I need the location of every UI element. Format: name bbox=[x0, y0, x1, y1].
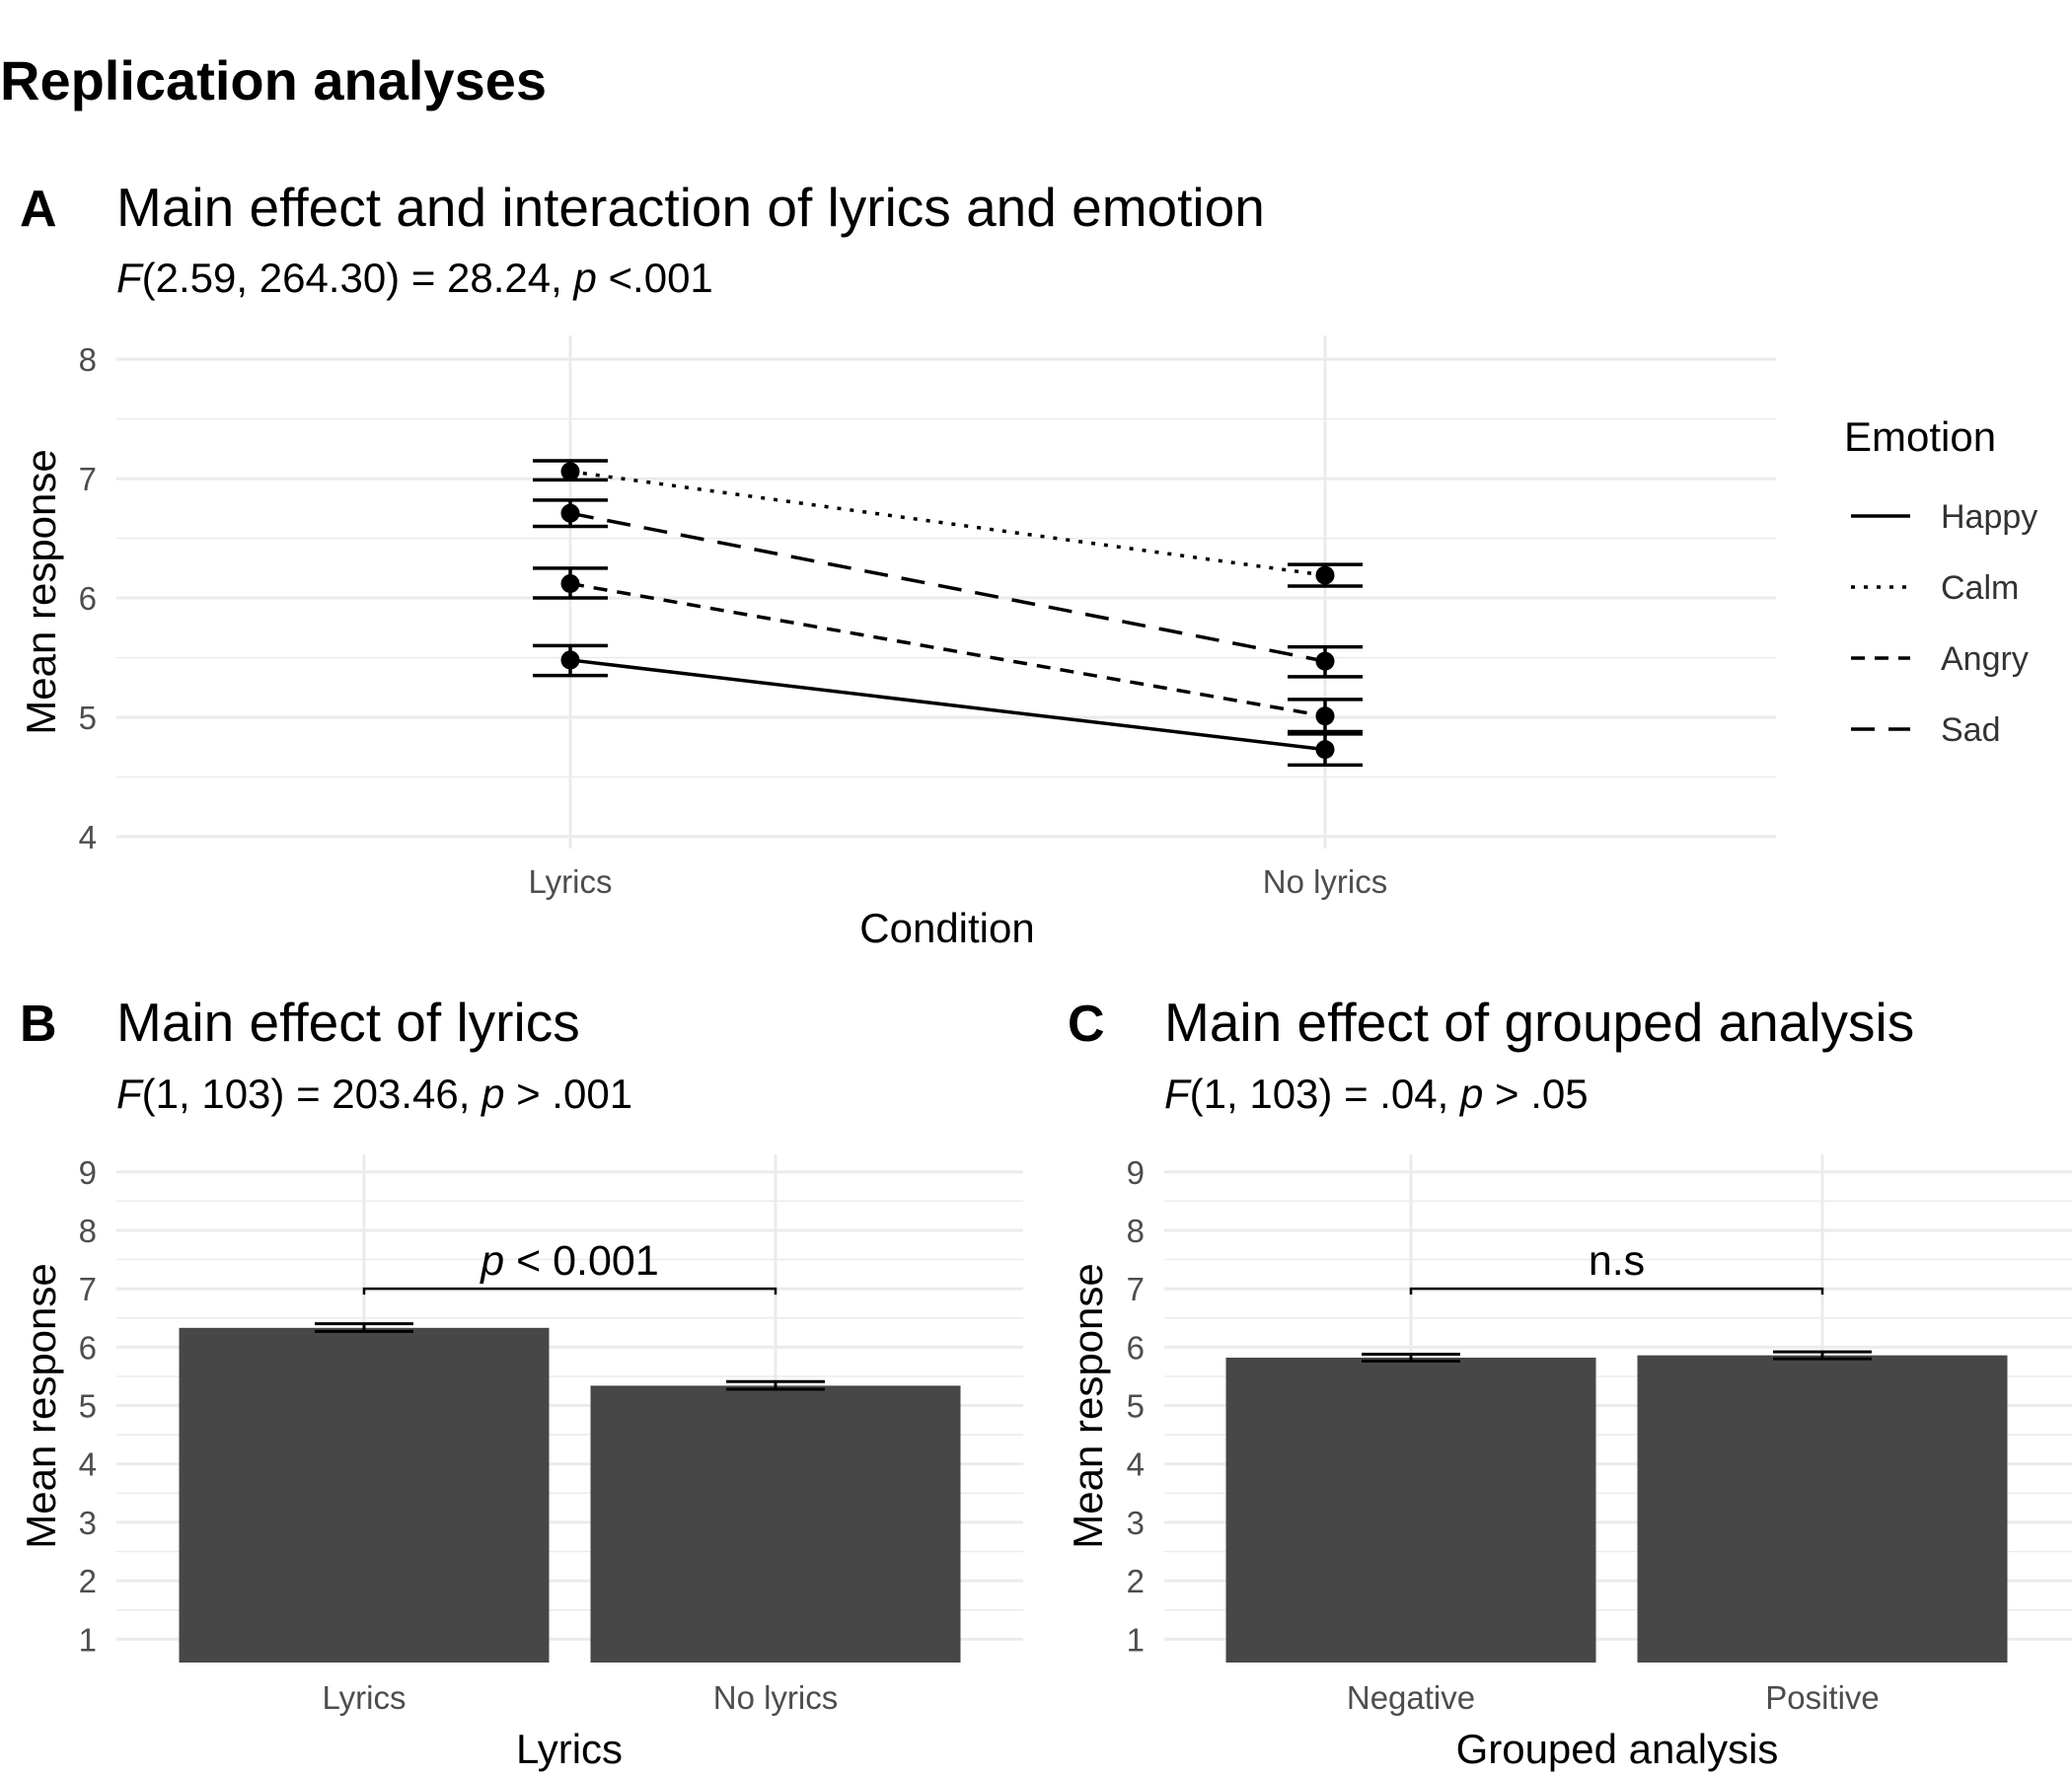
bar bbox=[1637, 1355, 2008, 1663]
y-tick-label: 3 bbox=[1127, 1505, 1145, 1541]
panel-b-subtitle-rest: (1, 103) = 203.46, bbox=[142, 1071, 481, 1117]
y-tick-label: 6 bbox=[79, 580, 97, 617]
data-point-sad bbox=[1315, 651, 1335, 671]
panel-b-subtitle-p: p bbox=[480, 1071, 504, 1117]
panel-c: C Main effect of grouped analysis F(1, 1… bbox=[1065, 992, 2072, 1772]
panel-c-ylabel: Mean response bbox=[1065, 1263, 1111, 1549]
y-tick-label: 6 bbox=[1127, 1329, 1145, 1366]
data-point-sad bbox=[560, 503, 580, 523]
legend-label-sad: Sad bbox=[1941, 711, 2001, 749]
panel-c-xlabel: Grouped analysis bbox=[1456, 1726, 1779, 1772]
y-tick-label: 7 bbox=[1127, 1271, 1145, 1307]
y-tick-label: 6 bbox=[79, 1329, 97, 1366]
y-tick-label: 4 bbox=[1127, 1446, 1145, 1483]
x-tick-label: Negative bbox=[1347, 1679, 1475, 1716]
legend-title: Emotion bbox=[1844, 413, 1996, 460]
y-tick-label: 2 bbox=[1127, 1563, 1145, 1599]
panel-c-title: Main effect of grouped analysis bbox=[1164, 992, 1914, 1053]
panel-b-ylabel: Mean response bbox=[18, 1263, 64, 1549]
panel-a-subtitle-rest: (2.59, 264.30) = 28.24, bbox=[142, 255, 574, 301]
y-tick-label: 9 bbox=[1127, 1154, 1145, 1191]
y-tick-label: 5 bbox=[79, 1388, 97, 1425]
legend-label-happy: Happy bbox=[1941, 498, 2037, 536]
panel-b-plot: 1 2 3 4 5 6 7 8 9 Lyrics No lyrics p < 0.001 bbox=[79, 1154, 1023, 1716]
panel-c-subtitle-rest: (1, 103) = .04, bbox=[1190, 1071, 1460, 1117]
panel-a-legend: Emotion Happy Calm Angry Sad bbox=[1844, 413, 2037, 749]
legend-label-angry: Angry bbox=[1941, 640, 2029, 678]
panel-b-tag: B bbox=[20, 996, 57, 1053]
series-line-angry bbox=[569, 581, 1326, 718]
panel-c-subtitle: F(1, 103) = .04, p > .05 bbox=[1164, 1071, 1589, 1117]
panel-a-ylabel: Mean response bbox=[18, 449, 64, 735]
y-tick-label: 5 bbox=[79, 700, 97, 736]
series-line-happy bbox=[569, 658, 1326, 752]
y-tick-label: 8 bbox=[79, 341, 97, 378]
panel-a-subtitle-p: p bbox=[571, 255, 596, 301]
data-point-happy bbox=[1315, 740, 1335, 760]
series-line-calm bbox=[569, 470, 1326, 577]
significance-label: n.s bbox=[1589, 1237, 1645, 1285]
significance-label: p < 0.001 bbox=[479, 1237, 659, 1285]
panel-b-subtitle: F(1, 103) = 203.46, p > .001 bbox=[116, 1071, 632, 1117]
y-tick-label: 4 bbox=[79, 819, 97, 855]
panel-b: B Main effect of lyrics F(1, 103) = 203.… bbox=[18, 992, 1023, 1772]
panel-a-plot: 4 5 6 7 8 Lyrics No lyrics bbox=[79, 335, 1776, 900]
y-tick-label: 2 bbox=[79, 1563, 97, 1599]
bar bbox=[590, 1385, 961, 1663]
panel-b-subtitle-tail: > .001 bbox=[504, 1071, 632, 1117]
bar bbox=[1225, 1358, 1596, 1663]
panel-c-subtitle-p: p bbox=[1458, 1071, 1483, 1117]
significance-label-text: < 0.001 bbox=[504, 1237, 659, 1285]
panel-a-subtitle: F(2.59, 264.30) = 28.24, p <.001 bbox=[116, 255, 713, 301]
panel-c-tag: C bbox=[1068, 996, 1105, 1053]
panel-a-title: Main effect and interaction of lyrics an… bbox=[116, 177, 1265, 238]
y-tick-label: 4 bbox=[79, 1446, 97, 1483]
panel-a-subtitle-tail: <.001 bbox=[597, 255, 713, 301]
y-tick-label: 1 bbox=[79, 1621, 97, 1658]
panel-a: A Main effect and interaction of lyrics … bbox=[18, 177, 2037, 951]
panel-a-subtitle-stat: F bbox=[116, 255, 144, 301]
significance-bracket bbox=[1409, 1287, 1824, 1295]
x-tick-label: Lyrics bbox=[529, 863, 613, 900]
data-point-happy bbox=[560, 650, 580, 670]
data-point-angry bbox=[560, 574, 580, 594]
data-point-calm bbox=[1315, 565, 1335, 585]
legend-label-calm: Calm bbox=[1941, 569, 2019, 607]
figure-title: Replication analyses bbox=[0, 49, 547, 111]
panel-b-title: Main effect of lyrics bbox=[116, 992, 580, 1053]
panel-a-xlabel: Condition bbox=[859, 905, 1034, 951]
bar bbox=[179, 1327, 550, 1663]
panel-c-subtitle-stat: F bbox=[1164, 1071, 1192, 1117]
panel-a-tag: A bbox=[20, 181, 57, 238]
y-tick-label: 9 bbox=[79, 1154, 97, 1191]
significance-label-p: p bbox=[479, 1237, 504, 1285]
data-point-angry bbox=[1315, 706, 1335, 726]
x-tick-label: No lyrics bbox=[1263, 863, 1388, 900]
y-tick-label: 3 bbox=[79, 1505, 97, 1541]
x-tick-label: Lyrics bbox=[323, 1679, 407, 1716]
panel-c-plot: 1 2 3 4 5 6 7 8 9 Negative Positive n.s bbox=[1127, 1154, 2072, 1716]
significance-bracket bbox=[362, 1287, 777, 1295]
y-tick-label: 8 bbox=[79, 1213, 97, 1249]
panel-c-subtitle-tail: > .05 bbox=[1483, 1071, 1588, 1117]
y-tick-label: 5 bbox=[1127, 1388, 1145, 1425]
y-tick-label: 8 bbox=[1127, 1213, 1145, 1249]
panel-b-subtitle-stat: F bbox=[116, 1071, 144, 1117]
significance-label-text: n.s bbox=[1589, 1237, 1645, 1285]
panel-b-xlabel: Lyrics bbox=[516, 1726, 623, 1772]
x-tick-label: Positive bbox=[1765, 1679, 1880, 1716]
y-tick-label: 1 bbox=[1127, 1621, 1145, 1658]
x-tick-label: No lyrics bbox=[713, 1679, 839, 1716]
y-tick-label: 7 bbox=[79, 1271, 97, 1307]
y-tick-label: 7 bbox=[79, 461, 97, 497]
series-line-sad bbox=[569, 511, 1326, 663]
data-point-calm bbox=[560, 462, 580, 481]
